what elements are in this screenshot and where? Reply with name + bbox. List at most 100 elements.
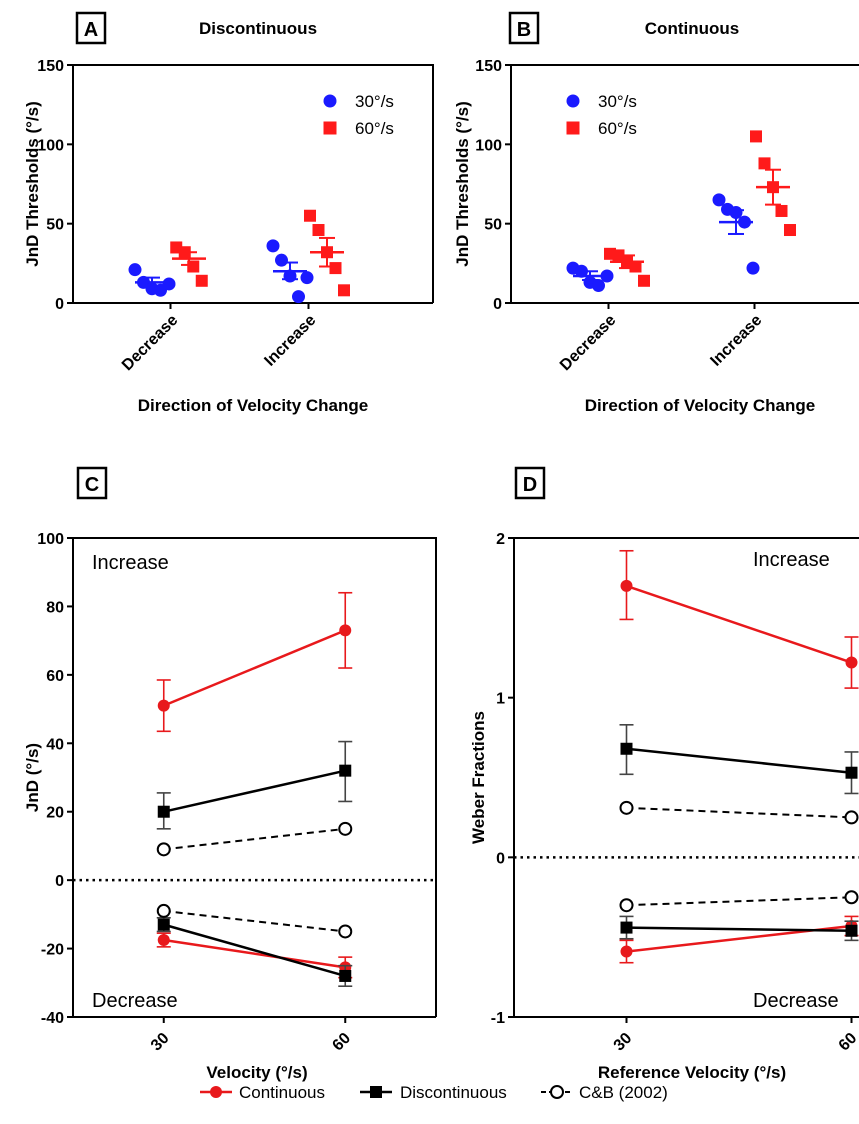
panel-letter-box [508,11,540,45]
x-tick-label: Decrease [557,312,619,374]
y-tick-label: 100 [475,137,502,154]
data-point [784,224,796,237]
data-point [844,810,859,825]
y-axis-label: JnD (°/s) [23,743,42,812]
data-point [300,271,314,285]
data-point [339,969,352,982]
panel-title: Continuous [645,19,739,38]
panel-letter-box [75,11,107,45]
annotation-increase: Increase [92,552,169,574]
x-tick-label: Decrease [119,312,181,374]
series-line [626,584,852,664]
x-tick-label: Increase [707,312,765,370]
data-point [157,699,170,712]
y-axis-label: JnD Thresholds (°/s) [453,101,472,266]
series-line [163,909,346,933]
data-point [592,279,605,293]
legend-item-continuous: Continuous [200,1083,325,1102]
data-point [266,239,280,253]
data-point [620,921,633,934]
legend-label-discontinuous: Discontinuous [400,1083,507,1102]
y-tick-label: 40 [46,736,64,753]
data-point [338,821,353,836]
series-line [163,938,346,969]
y-tick-label: 80 [46,599,64,616]
data-point [775,204,788,217]
y-tick-label: 0 [55,296,64,313]
y-tick-label: 0 [496,850,505,867]
y-axis-label: JnD Thresholds (°/s) [23,101,42,266]
x-tick-label: 60 [329,1030,354,1055]
y-tick-label: -20 [41,942,64,959]
panel-c: C -40 -20 0 20 40 60 80 100 30 60 Velocity (°/s) JnD… [23,466,437,1082]
y-tick-label: 150 [37,58,64,75]
series-line [163,923,346,978]
y-tick-label: 1 [496,691,505,708]
x-axis-label: Direction of Velocity Change [585,396,816,415]
data-point [156,842,171,857]
data-point [157,934,170,947]
data-point [620,579,633,592]
data-point [746,261,760,275]
y-tick-label: 100 [37,137,64,154]
data-point [619,898,634,913]
data-point [187,260,200,273]
series-line [626,806,852,819]
annotation-decrease: Decrease [92,990,178,1012]
axes-frame-top-right [73,537,437,1017]
series-line [163,769,346,813]
legend-marker [566,94,580,108]
y-tick-label: 50 [46,217,64,234]
y-tick-label: 100 [37,531,64,548]
data-point [292,290,305,304]
data-point [750,130,762,143]
annotation-increase: Increase [753,549,830,571]
legend-item-discontinuous: Discontinuous [360,1083,507,1102]
panel-b: B Continuous 0 50 100 150 Decrease Increase Dire… [453,11,859,415]
series-line [626,747,852,774]
data-point [338,284,350,297]
legend-marker [566,121,580,135]
data-point [157,805,170,818]
legend-label-continuous: Continuous [239,1083,325,1102]
y-tick-label: -1 [491,1010,505,1027]
legend-label: 30°/s [355,92,394,111]
y-tick-label: 0 [493,296,502,313]
panel-d: D -1 0 1 2 30 60 Reference Velocity (°/s) Weber … [469,466,859,1082]
axes-frame [72,538,436,1018]
panel-a: A Discontinuous 0 50 100 150 Decrease Increase D… [23,11,434,415]
data-point [845,924,858,937]
data-point [312,224,325,237]
data-point [620,742,633,755]
legend-label-cb: C&B (2002) [579,1083,668,1102]
y-tick-label: 20 [46,805,64,822]
data-point [575,264,588,278]
panel-letter-box [514,466,546,500]
data-point [758,157,771,170]
axes-frame-top-right [73,64,434,303]
data-point [844,890,859,905]
legend-marker [323,121,337,135]
data-point [620,945,633,958]
data-point [638,274,650,287]
data-point [339,764,352,777]
data-point [338,924,353,939]
data-point [712,193,726,207]
axes-frame [510,65,859,304]
x-tick-label: 30 [148,1030,173,1055]
x-axis-label: Reference Velocity (°/s) [598,1063,786,1082]
legend-label: 60°/s [355,119,394,138]
y-tick-label: -40 [41,1010,64,1027]
data-point [128,263,142,277]
x-tick-label: 60 [836,1030,859,1055]
y-tick-label: 150 [475,58,502,75]
data-point [329,262,342,275]
data-point [275,253,288,267]
y-tick-label: 50 [484,217,502,234]
series-line [163,827,346,851]
y-tick-label: 60 [46,668,64,685]
data-point [629,260,642,273]
panel-letter-box [76,466,108,500]
y-axis-label: Weber Fractions [469,711,488,844]
